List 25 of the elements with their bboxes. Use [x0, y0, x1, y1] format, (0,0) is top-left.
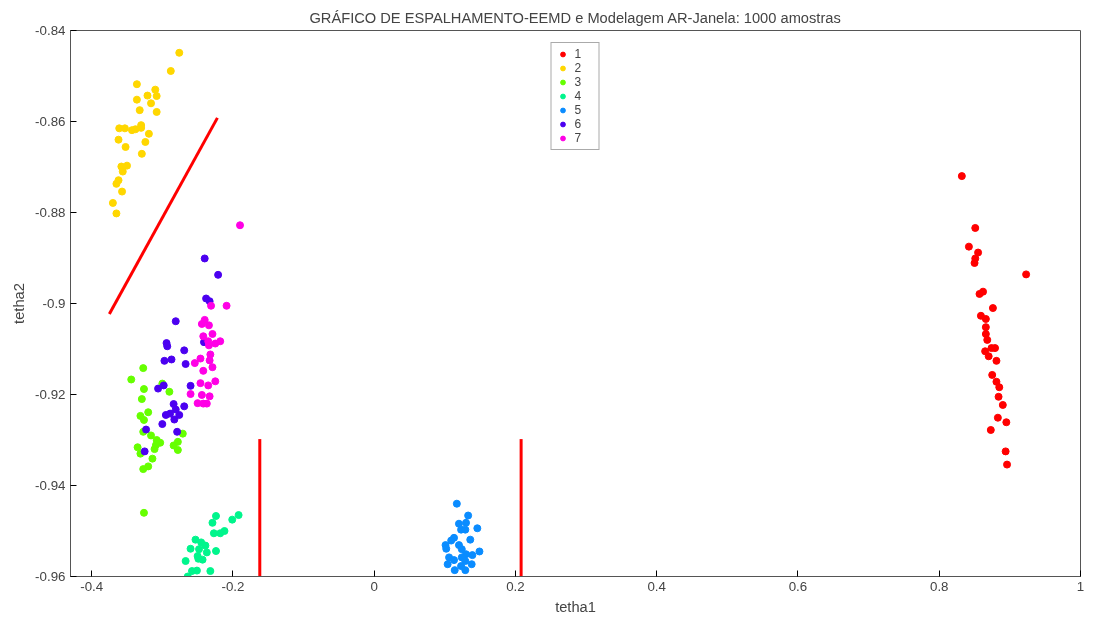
legend-label: 4: [574, 89, 583, 103]
legend-label: 1: [574, 47, 583, 61]
x-axis-title: tetha1: [555, 598, 596, 615]
x-tick-label: 1: [1076, 578, 1085, 594]
y-tick-label: -0.86: [35, 114, 66, 129]
legend-label: 2: [574, 61, 583, 75]
legend-label: 6: [574, 117, 583, 131]
y-tick-label: -0.88: [35, 205, 66, 220]
y-tick-label: -0.9: [42, 296, 66, 311]
chart-title: GRÁFICO DE ESPALHAMENTO-EEMD e Modelagem AR-Janela: 1000 amostras: [309, 9, 841, 26]
x-tick-label: -0.4: [80, 578, 104, 594]
x-tick-label: 0.8: [929, 578, 949, 594]
y-tick-label: -0.94: [35, 478, 67, 493]
y-tick-label: -0.92: [35, 387, 66, 402]
legend-label: 3: [574, 75, 583, 89]
y-tick-label: -0.96: [35, 569, 66, 584]
x-tick-label: 0: [370, 578, 378, 594]
legend-label: 7: [574, 131, 583, 145]
x-tick-label: -0.2: [221, 578, 245, 594]
legend-label: 5: [574, 103, 583, 117]
x-tick-label: 0.6: [788, 578, 808, 594]
x-tick-label: 0.2: [506, 578, 525, 594]
x-tick-label: 0.4: [647, 578, 667, 594]
y-tick-label: -0.84: [35, 23, 67, 38]
y-axis-title: tetha2: [11, 283, 28, 324]
